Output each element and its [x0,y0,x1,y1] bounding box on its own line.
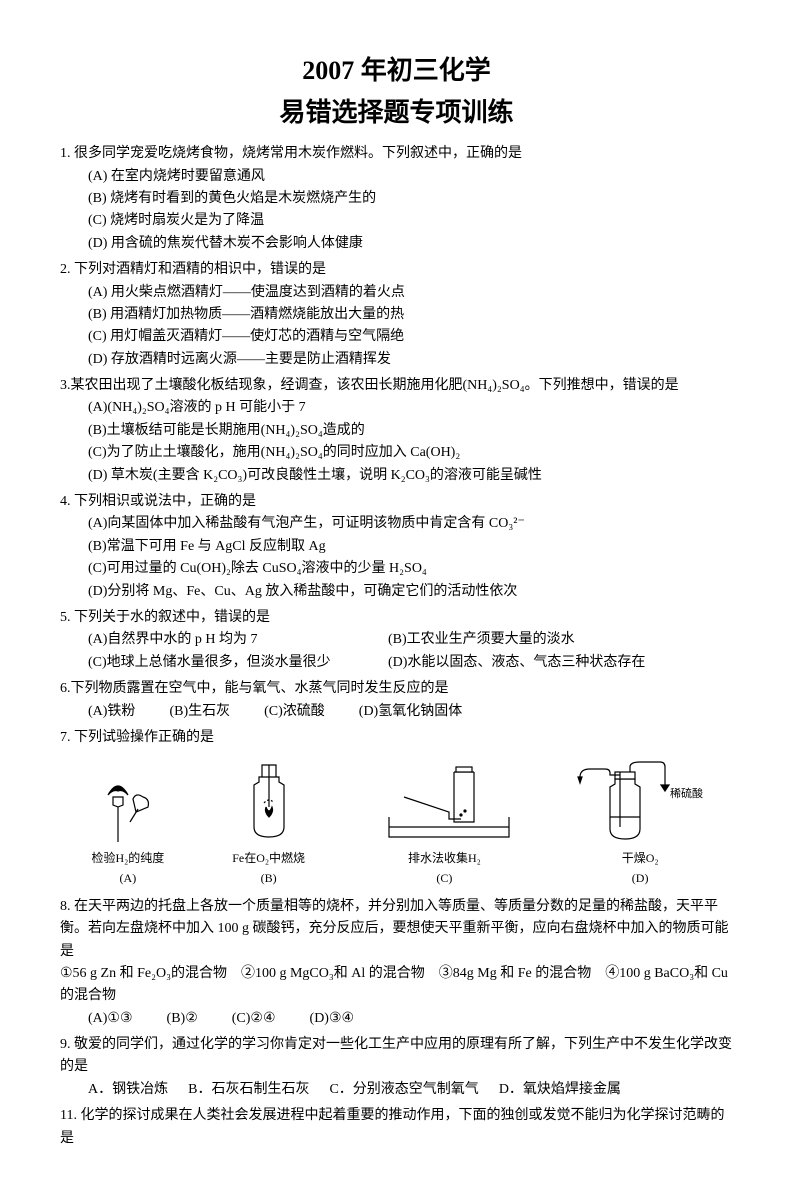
q7-a-caption: 检验H₂的纯度 [91,849,164,868]
q3-opt-c: (C)为了防止土壤酸化，施用(NH₄)₂SO₄的同时应加入 Ca(OH)₂ [60,442,733,464]
q6-opt-a: (A)铁粉 [88,701,135,723]
q1-opt-d: (D) 用含硫的焦炭代替木炭不会影响人体健康 [60,233,733,255]
q7-c-caption: 排水法收集H₂ [408,849,481,868]
q7-stem: 7. 下列试验操作正确的是 [60,727,733,749]
q3-stem: 3.某农田出现了土壤酸化板结现象，经调查，该农田长期施用化肥(NH₄)₂SO₄。… [60,375,733,397]
q4-stem: 4. 下列相识或说法中，正确的是 [60,491,733,513]
q6-stem: 6.下列物质露置在空气中，能与氧气、水蒸气同时发生反应的是 [60,678,733,700]
q7-b-caption: Fe在O₂中燃烧 [232,849,305,868]
q7-b-label: (B) [261,869,277,888]
q7-a-label: (A) [120,869,137,888]
question-7: 7. 下列试验操作正确的是 检验H₂的纯度 (A) [60,727,733,888]
q1-opt-b: (B) 烧烤有时看到的黄色火焰是木炭燃烧产生的 [60,188,733,210]
q7-c-label: (C) [436,869,452,888]
page-title-main: 2007 年初三化学 [60,50,733,92]
q8-opt-b: (B)② [167,1008,198,1030]
page-title-sub: 易错选择题专项训练 [60,92,733,134]
question-4: 4. 下列相识或说法中，正确的是 (A)向某固体中加入稀盐酸有气泡产生，可证明该… [60,491,733,603]
q3-opt-a: (A)(NH₄)₂SO₄溶液的 p H 可能小于 7 [60,397,733,419]
q8-opt-d: (D)③④ [310,1008,355,1030]
q5-stem: 5. 下列关于水的叙述中，错误的是 [60,607,733,629]
q6-opt-b: (B)生石灰 [169,701,230,723]
q2-opt-d: (D) 存放酒精时远离火源——主要是防止酒精挥发 [60,349,733,371]
q3-opt-b: (B)土壤板结可能是长期施用(NH₄)₂SO₄造成的 [60,420,733,442]
q9-opt-a: A．钢铁冶炼 [88,1079,168,1101]
question-6: 6.下列物质露置在空气中，能与氧气、水蒸气同时发生反应的是 (A)铁粉 (B)生… [60,678,733,723]
q4-opt-a: (A)向某固体中加入稀盐酸有气泡产生，可证明该物质中肯定含有 CO₃²⁻ [60,513,733,535]
q7-diagram-d: 稀硫酸 干燥O₂ (D) [575,757,705,887]
q9-stem: 9. 敬爱的同学们，通过化学的学习你肯定对一些化工生产中应用的原理有所了解，下列… [60,1034,733,1079]
q8-stem-1: 8. 在天平两边的托盘上各放一个质量相等的烧杯，并分别加入等质量、等质量分数的足… [60,896,733,963]
question-5: 5. 下列关于水的叙述中，错误的是 (A)自然界中水的 p H 均为 7 (B)… [60,607,733,674]
question-8: 8. 在天平两边的托盘上各放一个质量相等的烧杯，并分别加入等质量、等质量分数的足… [60,896,733,1030]
q7-d-caption: 干燥O₂ [622,849,659,868]
q1-opt-a: (A) 在室内烧烤时要留意通风 [60,166,733,188]
q7-diagram-a: 检验H₂的纯度 (A) [88,767,168,887]
q2-opt-b: (B) 用酒精灯加热物质——酒精燃烧能放出大量的热 [60,304,733,326]
q4-opt-b: (B)常温下可用 Fe 与 AgCl 反应制取 Ag [60,536,733,558]
q8-stem-2: ①56 g Zn 和 Fe₂O₃的混合物 ②100 g MgCO₃和 Al 的混… [60,963,733,1008]
q4-opt-c: (C)可用过量的 Cu(OH)₂除去 CuSO₄溶液中的少量 H₂SO₄ [60,558,733,580]
q5-opt-d: (D)水能以固态、液态、气态三种状态存在 [388,652,645,674]
q7-d-side-label: 稀硫酸 [670,786,703,800]
q11-stem: 11. 化学的探讨成果在人类社会发展进程中起着重要的推动作用，下面的独创或发觉不… [60,1105,733,1150]
q7-d-label: (D) [632,869,649,888]
q9-opt-b: B．石灰石制生石灰 [188,1079,309,1101]
question-9: 9. 敬爱的同学们，通过化学的学习你肯定对一些化工生产中应用的原理有所了解，下列… [60,1034,733,1101]
question-3: 3.某农田出现了土壤酸化板结现象，经调查，该农田长期施用化肥(NH₄)₂SO₄。… [60,375,733,487]
q6-opt-d: (D)氢氧化钠固体 [359,701,462,723]
q2-opt-a: (A) 用火柴点燃酒精灯——使温度达到酒精的着火点 [60,282,733,304]
q4-opt-d: (D)分别将 Mg、Fe、Cu、Ag 放入稀盐酸中，可确定它们的活动性依次 [60,581,733,603]
q9-opt-d: D．氧炔焰焊接金属 [499,1079,621,1101]
q8-opt-c: (C)②④ [232,1008,276,1030]
q7-diagram-b: Fe在O₂中燃烧 (B) [224,757,314,887]
question-11: 11. 化学的探讨成果在人类社会发展进程中起着重要的推动作用，下面的独创或发觉不… [60,1105,733,1150]
q1-stem: 1. 很多同学宠爱吃烧烤食物，烧烤常用木炭作燃料。下列叙述中，正确的是 [60,143,733,165]
q5-opt-c: (C)地球上总储水量很多，但淡水量很少 [88,652,388,674]
q2-stem: 2. 下列对酒精灯和酒精的相识中，错误的是 [60,259,733,281]
q9-opt-c: C．分别液态空气制氧气 [329,1079,478,1101]
q7-diagrams: 检验H₂的纯度 (A) Fe在O₂中燃烧 (B) [60,757,733,887]
q5-opt-a: (A)自然界中水的 p H 均为 7 [88,629,388,651]
question-1: 1. 很多同学宠爱吃烧烤食物，烧烤常用木炭作燃料。下列叙述中，正确的是 (A) … [60,143,733,255]
q5-opt-b: (B)工农业生产须要大量的淡水 [388,629,575,651]
q7-diagram-c: 排水法收集H₂ (C) [369,757,519,887]
q6-opt-c: (C)浓硫酸 [264,701,325,723]
q1-opt-c: (C) 烧烤时扇炭火是为了降温 [60,210,733,232]
question-2: 2. 下列对酒精灯和酒精的相识中，错误的是 (A) 用火柴点燃酒精灯——使温度达… [60,259,733,371]
q3-opt-d: (D) 草木炭(主要含 K₂CO₃)可改良酸性土壤，说明 K₂CO₃的溶液可能呈… [60,465,733,487]
q8-opt-a: (A)①③ [88,1008,133,1030]
q2-opt-c: (C) 用灯帽盖灭酒精灯——使灯芯的酒精与空气隔绝 [60,326,733,348]
